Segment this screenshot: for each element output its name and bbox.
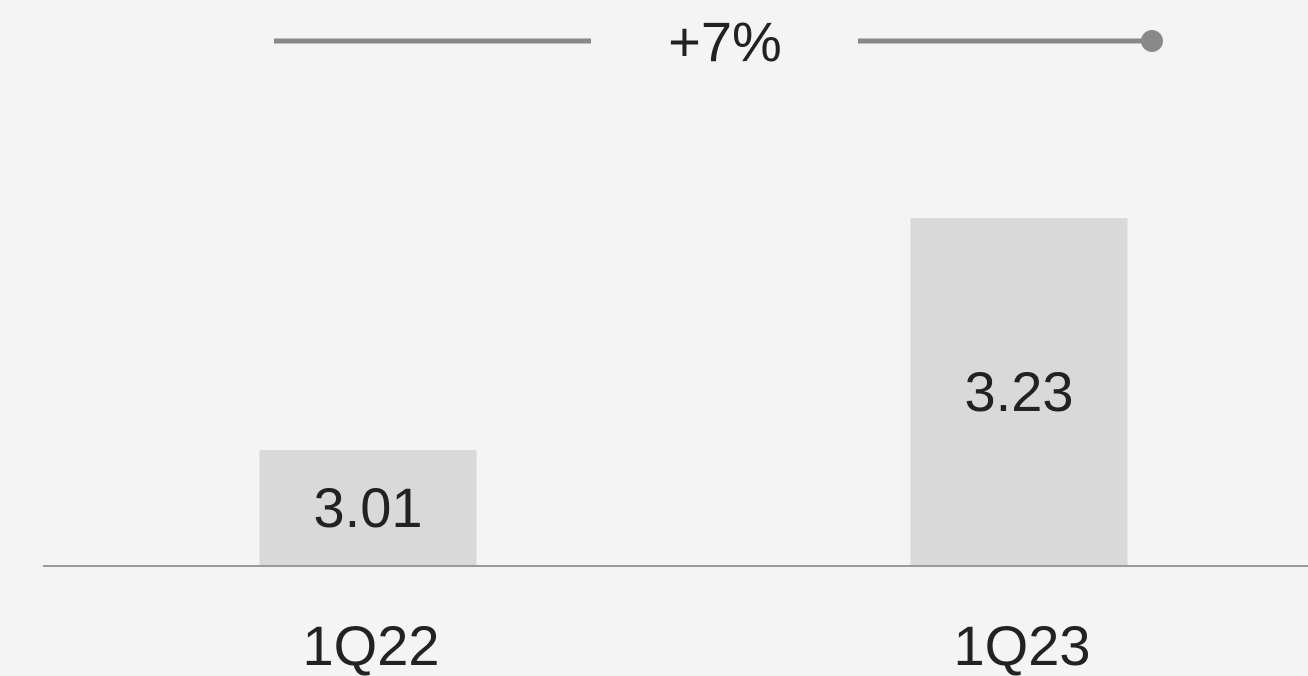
- annotation-dot: [1141, 30, 1163, 52]
- bar: [910, 218, 1128, 567]
- data-label: 3.23: [965, 360, 1074, 423]
- x-tick-label: 1Q23: [954, 614, 1091, 676]
- data-label: 3.01: [314, 476, 423, 539]
- bar: [259, 450, 477, 566]
- annotation: +7%: [668, 10, 782, 73]
- x-tick-label: 1Q22: [303, 614, 440, 676]
